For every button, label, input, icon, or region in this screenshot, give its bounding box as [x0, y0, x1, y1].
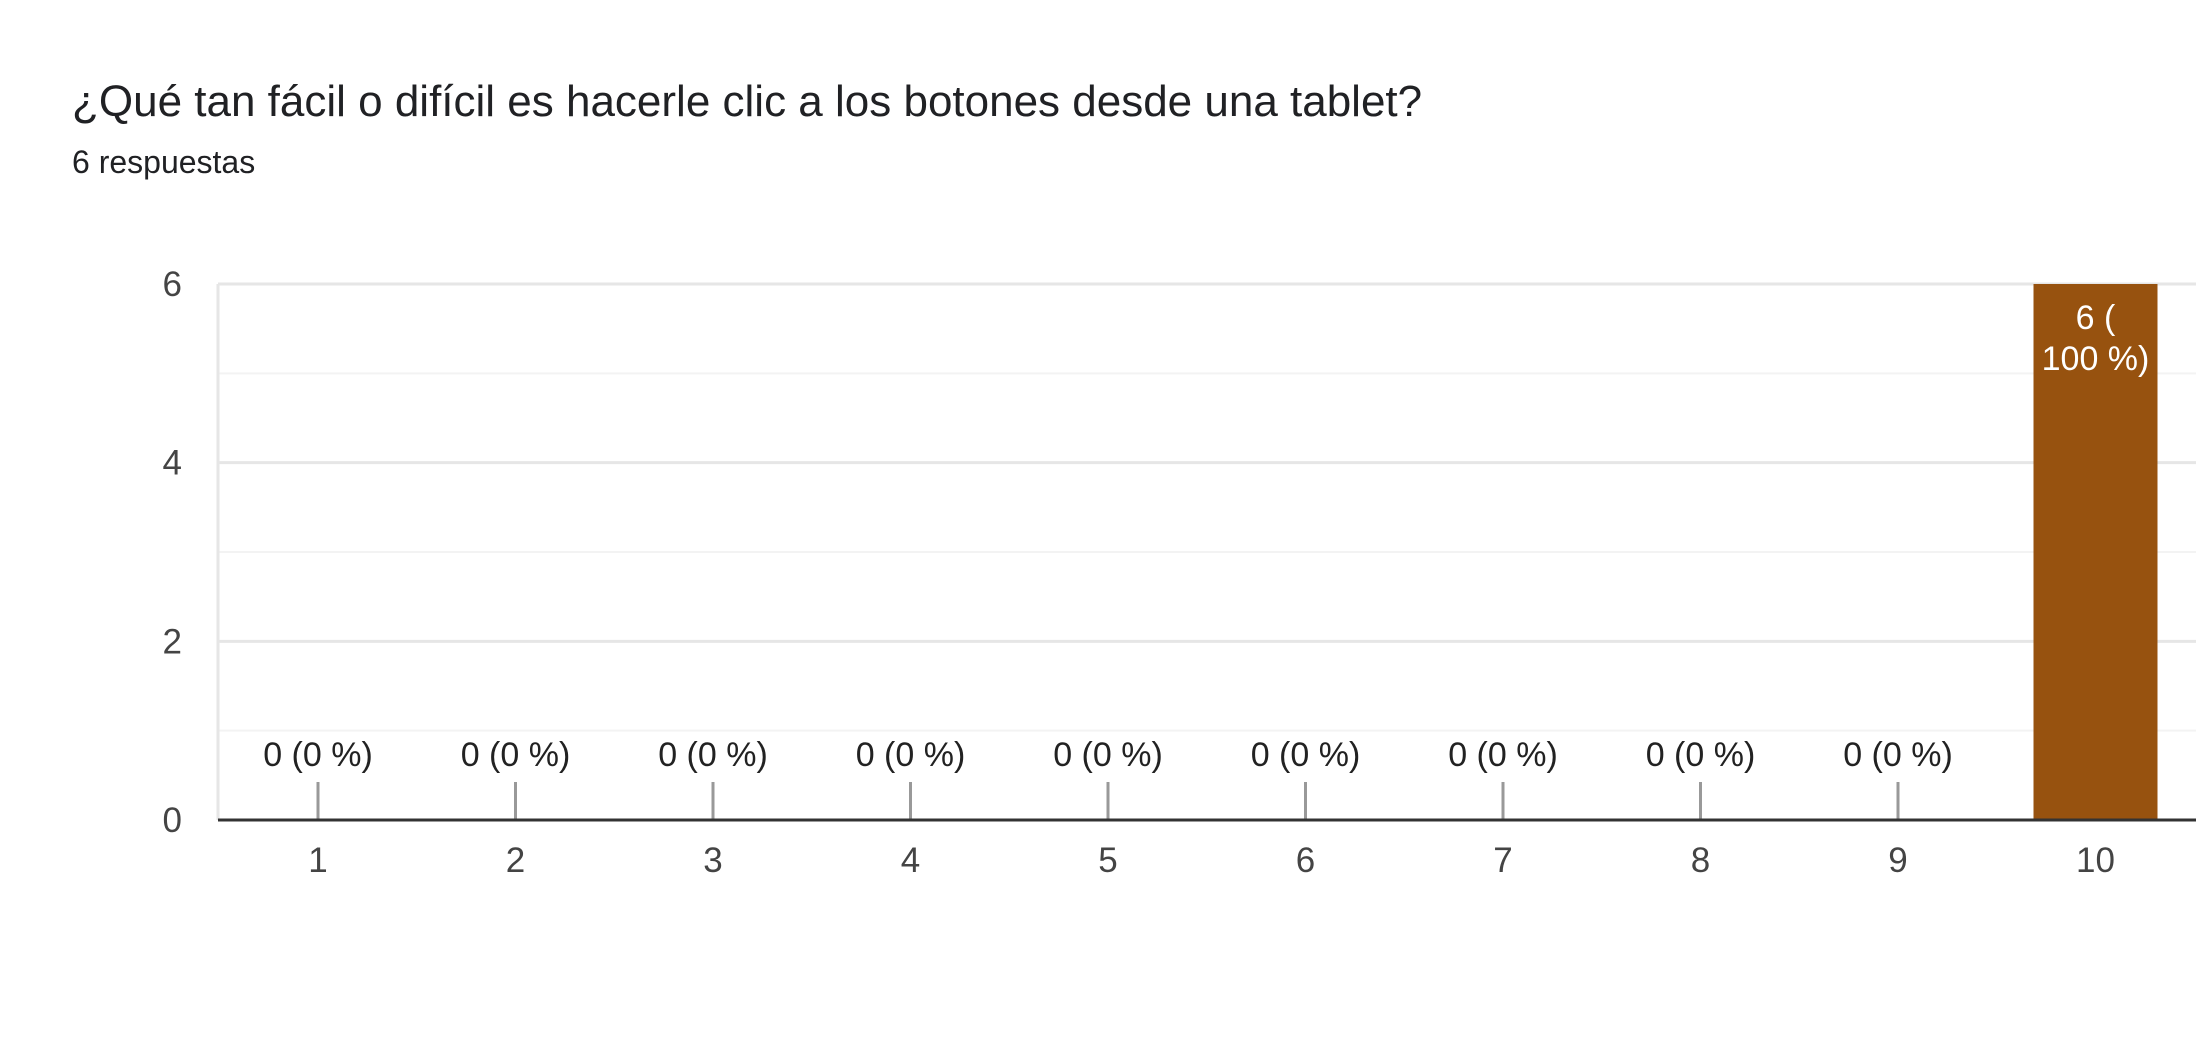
chart-header: ¿Qué tan fácil o difícil es hacerle clic… [72, 72, 2156, 184]
response-count: 6 respuestas [72, 144, 256, 180]
data-label: 0 (0 %) [1843, 736, 1953, 774]
y-tick-label: 4 [163, 444, 182, 483]
grid-lines [216, 282, 2196, 820]
axes: 0 2 4 6 1 2 3 4 5 6 7 8 9 10 [163, 265, 2196, 880]
x-tick-label: 9 [1888, 841, 1907, 880]
data-label: 0 (0 %) [1251, 736, 1361, 774]
x-tick-label: 2 [506, 841, 525, 880]
data-label: 0 (0 %) [1053, 736, 1163, 774]
data-label: 0 (0 %) [1448, 736, 1558, 774]
data-label: 0 (0 %) [461, 736, 571, 774]
data-label: 0 (0 %) [658, 736, 768, 774]
data-label: 0 (0 %) [856, 736, 966, 774]
x-tick-label: 5 [1098, 841, 1117, 880]
x-tick-label: 4 [901, 841, 920, 880]
data-label: 6 (100 %) [2042, 299, 2150, 378]
data-labels: 0 (0 %) 0 (0 %) 0 (0 %) 0 (0 %) 0 (0 %) 0 (0 … [263, 299, 2149, 774]
data-label: 0 (0 %) [1646, 736, 1756, 774]
question-title: ¿Qué tan fácil o difícil es hacerle clic… [72, 77, 1423, 126]
x-tick-label: 3 [703, 841, 722, 880]
y-tick-label: 6 [163, 265, 182, 304]
y-tick-label: 0 [163, 801, 182, 840]
data-label: 0 (0 %) [263, 736, 373, 774]
x-tick-label: 6 [1296, 841, 1315, 880]
bar [2033, 284, 2158, 820]
x-tick-label: 7 [1493, 841, 1512, 880]
x-tick-label: 10 [2076, 841, 2115, 880]
y-tick-label: 2 [163, 622, 182, 661]
x-tick-label: 1 [308, 841, 327, 880]
bars [316, 284, 2158, 820]
x-tick-label: 8 [1691, 841, 1710, 880]
